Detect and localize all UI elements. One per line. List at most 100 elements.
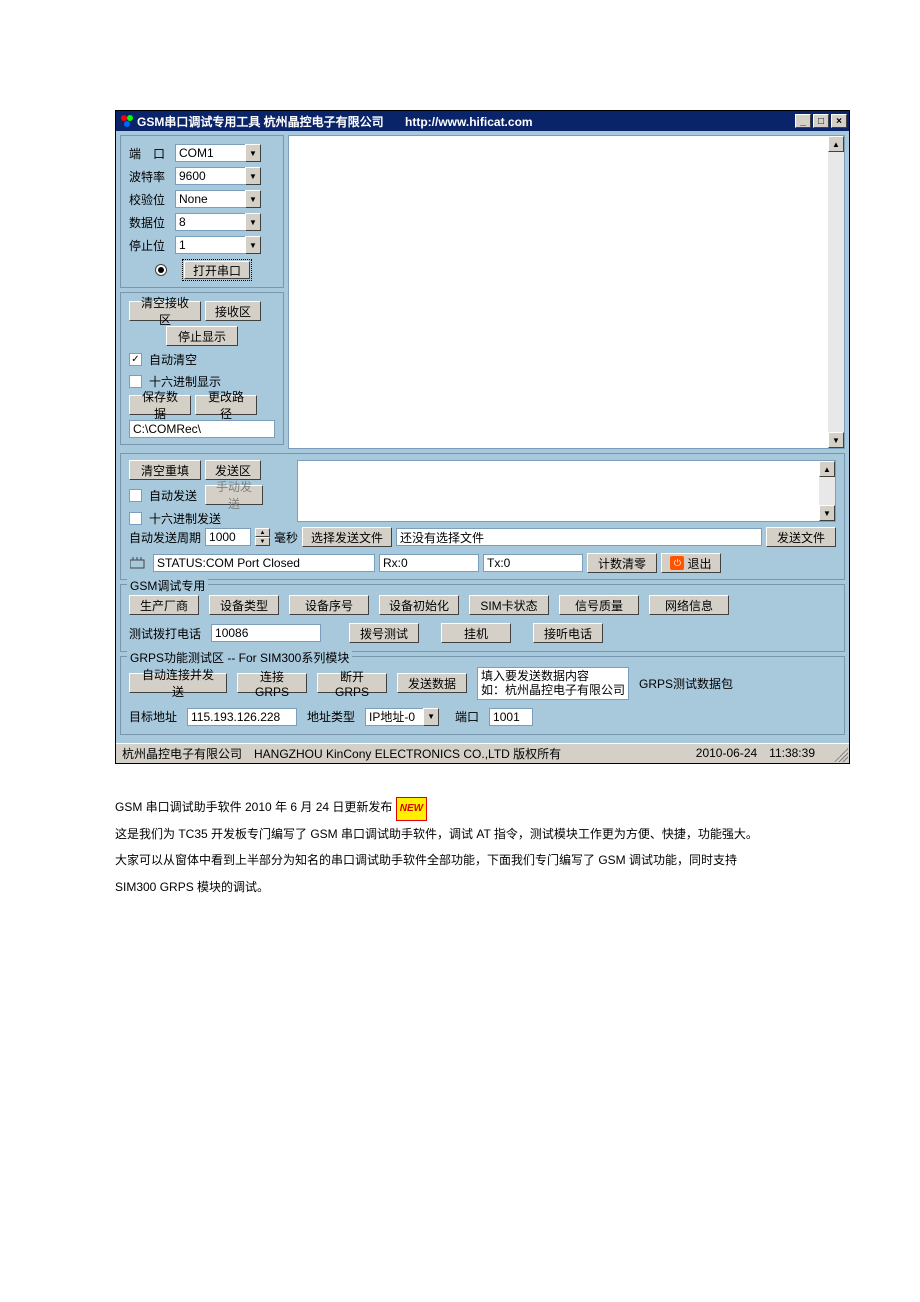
change-path-button[interactable]: 更改路径 bbox=[195, 395, 257, 415]
port-label: 端 口 bbox=[129, 145, 171, 162]
device-type-button[interactable]: 设备类型 bbox=[209, 595, 279, 615]
device-init-button[interactable]: 设备初始化 bbox=[379, 595, 459, 615]
connect-grps-button[interactable]: 连接GRPS bbox=[237, 673, 307, 693]
send-panel: 清空重填 发送区 自动发送 手动发送 十六进制发送 bbox=[120, 453, 845, 580]
rx-counter: Rx:0 bbox=[379, 554, 479, 572]
selected-file-display bbox=[396, 528, 762, 546]
description-text: GSM 串口调试助手软件 2010 年 6 月 24 日更新发布 NEW 这是我… bbox=[115, 794, 805, 900]
scroll-up-icon[interactable]: ▲ bbox=[828, 136, 844, 152]
device-sn-button[interactable]: 设备序号 bbox=[289, 595, 369, 615]
scroll-down-icon[interactable]: ▼ bbox=[828, 432, 844, 448]
dial-test-button[interactable]: 拨号测试 bbox=[349, 623, 419, 643]
dial-number-input[interactable] bbox=[211, 624, 321, 642]
parity-input[interactable] bbox=[175, 190, 245, 208]
titlebar: GSM串口调试专用工具 杭州晶控电子有限公司 http://www.hifica… bbox=[116, 111, 849, 131]
receive-textarea[interactable]: ▲ ▼ bbox=[288, 135, 845, 449]
parity-label: 校验位 bbox=[129, 191, 171, 208]
close-button[interactable]: × bbox=[831, 114, 847, 128]
chevron-down-icon[interactable]: ▼ bbox=[245, 213, 261, 231]
statusbar: 杭州晶控电子有限公司 HANGZHOU KinCony ELECTRONICS … bbox=[116, 743, 849, 763]
receive-scrollbar[interactable]: ▲ ▼ bbox=[828, 136, 844, 448]
chevron-down-icon[interactable]: ▼ bbox=[245, 144, 261, 162]
gsm-legend: GSM调试专用 bbox=[127, 577, 208, 594]
port-settings-group: 端 口 ▼ 波特率 ▼ 校验位 bbox=[120, 135, 284, 288]
open-port-button[interactable]: 打开串口 bbox=[182, 259, 252, 281]
scroll-track[interactable] bbox=[819, 477, 835, 505]
send-data-button[interactable]: 发送数据 bbox=[397, 673, 467, 693]
disconnect-grps-button[interactable]: 断开GRPS bbox=[317, 673, 387, 693]
clear-receive-button[interactable]: 清空接收区 bbox=[129, 301, 201, 321]
scroll-track[interactable] bbox=[828, 152, 844, 432]
select-file-button[interactable]: 选择发送文件 bbox=[302, 527, 392, 547]
auto-connect-button[interactable]: 自动连接并发送 bbox=[129, 673, 227, 693]
gsm-test-fieldset: GSM调试专用 生产厂商 设备类型 设备序号 设备初始化 SIM卡状态 信号质量… bbox=[120, 584, 845, 652]
grps-legend: GRPS功能测试区 -- For SIM300系列模块 bbox=[127, 649, 352, 666]
spin-up-icon[interactable]: ▲ bbox=[255, 528, 270, 537]
grps-port-input[interactable] bbox=[489, 708, 533, 726]
vendor-button[interactable]: 生产厂商 bbox=[129, 595, 199, 615]
send-area-label-button[interactable]: 发送区 bbox=[205, 460, 261, 480]
target-addr-input[interactable] bbox=[187, 708, 297, 726]
save-data-button[interactable]: 保存数据 bbox=[129, 395, 191, 415]
databits-combo[interactable]: ▼ bbox=[175, 213, 261, 231]
stop-display-button[interactable]: 停止显示 bbox=[166, 326, 238, 346]
databits-input[interactable] bbox=[175, 213, 245, 231]
scroll-up-icon[interactable]: ▲ bbox=[819, 461, 835, 477]
chevron-down-icon[interactable]: ▼ bbox=[245, 167, 261, 185]
desc-line3: 大家可以从窗体中看到上半部分为知名的串口调试助手软件全部功能，下面我们专门编写了… bbox=[115, 847, 805, 873]
addr-type-combo[interactable]: ▼ bbox=[365, 708, 439, 726]
desc-line4: SIM300 GRPS 模块的调试。 bbox=[115, 874, 805, 900]
send-file-button[interactable]: 发送文件 bbox=[766, 527, 836, 547]
stopbits-input[interactable] bbox=[175, 236, 245, 254]
minimize-button[interactable]: _ bbox=[795, 114, 811, 128]
grps-hint-line1: 填入要发送数据内容 bbox=[481, 669, 625, 683]
grps-port-label: 端口 bbox=[455, 708, 479, 725]
baud-combo[interactable]: ▼ bbox=[175, 167, 261, 185]
port-combo[interactable]: ▼ bbox=[175, 144, 261, 162]
exit-label: 退出 bbox=[687, 555, 711, 572]
spin-down-icon[interactable]: ▼ bbox=[255, 537, 270, 546]
baud-input[interactable] bbox=[175, 167, 245, 185]
sim-status-button[interactable]: SIM卡状态 bbox=[469, 595, 549, 615]
maximize-button[interactable]: □ bbox=[813, 114, 829, 128]
hangup-button[interactable]: 挂机 bbox=[441, 623, 511, 643]
resize-grip-icon[interactable] bbox=[834, 748, 848, 762]
auto-clear-checkbox[interactable]: ✓ bbox=[129, 353, 142, 366]
port-input[interactable] bbox=[175, 144, 245, 162]
hex-display-checkbox[interactable] bbox=[129, 375, 142, 388]
hex-send-label: 十六进制发送 bbox=[149, 510, 221, 527]
signal-quality-button[interactable]: 信号质量 bbox=[559, 595, 639, 615]
auto-send-checkbox[interactable] bbox=[129, 489, 142, 502]
target-addr-label: 目标地址 bbox=[129, 708, 177, 725]
addr-type-input[interactable] bbox=[365, 708, 423, 726]
baud-label: 波特率 bbox=[129, 168, 171, 185]
send-scrollbar[interactable]: ▲ ▼ bbox=[819, 461, 835, 521]
app-window: GSM串口调试专用工具 杭州晶控电子有限公司 http://www.hifica… bbox=[115, 110, 850, 764]
send-textarea[interactable]: ▲ ▼ bbox=[297, 460, 836, 522]
status-icon bbox=[129, 555, 149, 571]
parity-combo[interactable]: ▼ bbox=[175, 190, 261, 208]
clear-count-button[interactable]: 计数清零 bbox=[587, 553, 657, 573]
stopbits-combo[interactable]: ▼ bbox=[175, 236, 261, 254]
desc-line2: 这是我们为 TC35 开发板专门编写了 GSM 串口调试助手软件，调试 AT 指… bbox=[115, 821, 805, 847]
network-info-button[interactable]: 网络信息 bbox=[649, 595, 729, 615]
chevron-down-icon[interactable]: ▼ bbox=[423, 708, 439, 726]
period-spinner[interactable]: ▲ ▼ bbox=[255, 528, 270, 546]
exit-button[interactable]: ⏻ 退出 bbox=[661, 553, 721, 573]
receive-area-label-button[interactable]: 接收区 bbox=[205, 301, 261, 321]
save-path-input[interactable] bbox=[129, 420, 275, 438]
status-text: STATUS:COM Port Closed bbox=[153, 554, 375, 572]
answer-button[interactable]: 接听电话 bbox=[533, 623, 603, 643]
statusbar-company: 杭州晶控电子有限公司 bbox=[122, 745, 242, 762]
client-area: 端 口 ▼ 波特率 ▼ 校验位 bbox=[116, 131, 849, 743]
scroll-down-icon[interactable]: ▼ bbox=[819, 505, 835, 521]
manual-send-button[interactable]: 手动发送 bbox=[205, 485, 263, 505]
period-input[interactable] bbox=[205, 528, 251, 546]
clear-send-button[interactable]: 清空重填 bbox=[129, 460, 201, 480]
tx-counter: Tx:0 bbox=[483, 554, 583, 572]
chevron-down-icon[interactable]: ▼ bbox=[245, 236, 261, 254]
chevron-down-icon[interactable]: ▼ bbox=[245, 190, 261, 208]
app-icon bbox=[120, 114, 134, 128]
period-label: 自动发送周期 bbox=[129, 529, 201, 546]
hex-send-checkbox[interactable] bbox=[129, 512, 142, 525]
